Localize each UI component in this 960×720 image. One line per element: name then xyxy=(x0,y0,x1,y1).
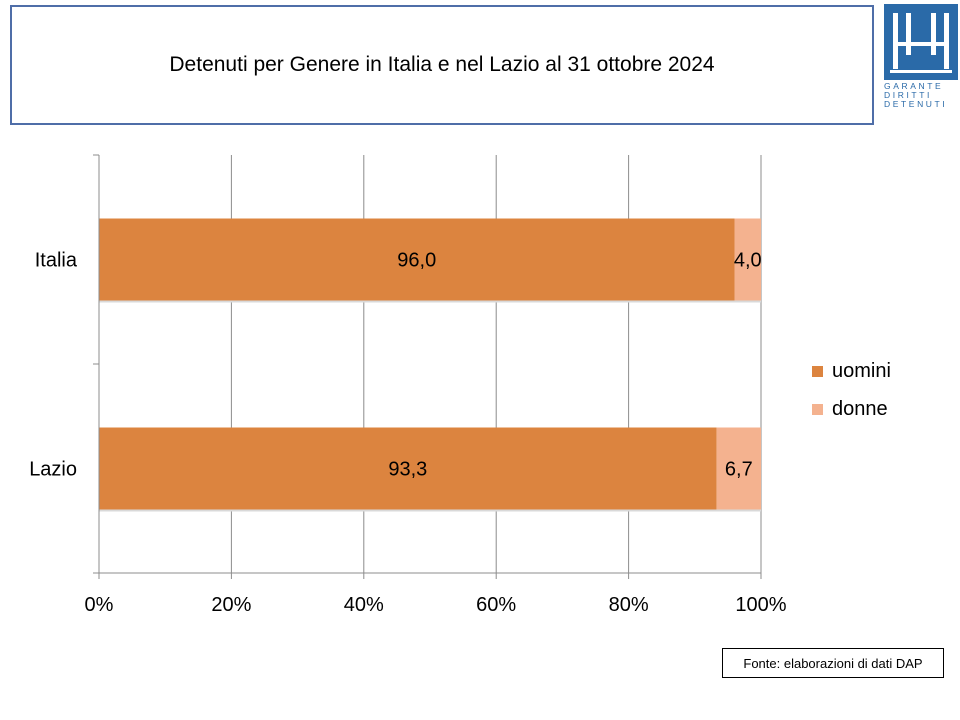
bar-donne-italia xyxy=(734,218,761,301)
data-label: 93,3 xyxy=(388,459,427,481)
bar-uomini-lazio xyxy=(99,427,717,510)
category-label: Lazio xyxy=(29,459,77,481)
chart-title: Detenuti per Genere in Italia e nel Lazi… xyxy=(169,53,715,76)
logo-line-2: DIRITTI xyxy=(884,90,932,100)
legend-swatch-donne xyxy=(812,403,823,415)
legend-label-uomini: uomini xyxy=(832,359,891,382)
source-note: Fonte: elaborazioni di dati DAP xyxy=(722,648,944,678)
logo-mark-icon xyxy=(884,4,958,80)
x-tick-label: 60% xyxy=(476,594,516,616)
logo-text: GARANTE DIRITTI DETENUTI xyxy=(884,82,958,109)
x-tick-label: 40% xyxy=(344,594,384,616)
x-tick-label: 20% xyxy=(211,594,251,616)
bar-donne-lazio xyxy=(716,427,761,510)
category-label: Italia xyxy=(35,250,78,272)
logo-line-3: DETENUTI xyxy=(884,99,948,109)
title-box: Detenuti per Genere in Italia e nel Lazi… xyxy=(10,5,874,125)
data-label: 6,7 xyxy=(725,459,753,481)
data-label: 4,0 xyxy=(734,250,762,272)
legend: uomini donne xyxy=(812,352,891,428)
x-tick-label: 100% xyxy=(735,594,786,616)
legend-swatch-uomini xyxy=(812,365,823,377)
garante-logo: GARANTE DIRITTI DETENUTI xyxy=(884,4,958,110)
legend-label-donne: donne xyxy=(832,397,888,420)
legend-item-uomini: uomini xyxy=(812,352,891,390)
x-tick-label: 0% xyxy=(85,594,114,616)
legend-item-donne: donne xyxy=(812,390,891,428)
logo-line-1: GARANTE xyxy=(884,81,944,91)
x-tick-label: 80% xyxy=(609,594,649,616)
bar-uomini-italia xyxy=(99,218,735,301)
data-label: 96,0 xyxy=(397,250,436,272)
